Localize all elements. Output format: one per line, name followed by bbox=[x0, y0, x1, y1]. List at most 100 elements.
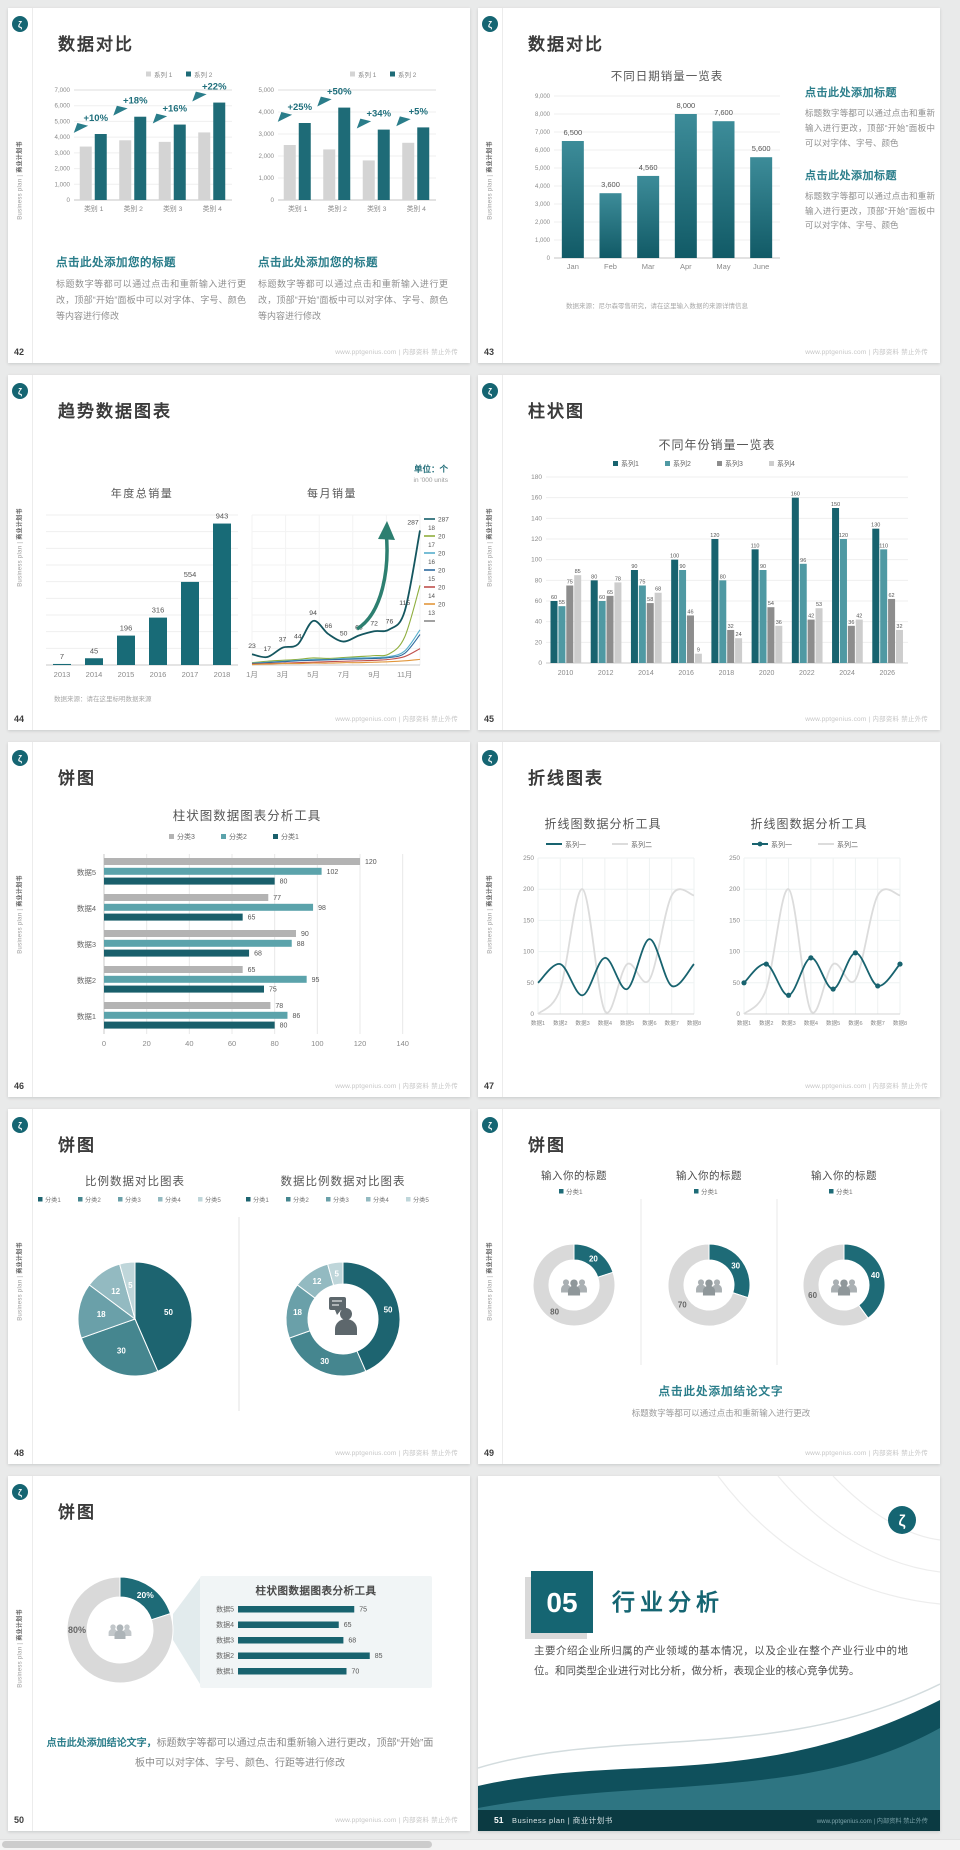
chart-title: 比例数据对比图表 bbox=[85, 1174, 185, 1188]
label: 类别 1 bbox=[84, 204, 103, 213]
label: 数据4 bbox=[598, 1019, 612, 1027]
slide-thumbnail-47[interactable]: ζ Business plan | 商业计划书 47 折线图表 www.pptgeniu… bbox=[478, 742, 940, 1097]
side-vertical-text-cn: 商业计划书 bbox=[487, 141, 494, 173]
value-label: 70 bbox=[352, 1669, 360, 1676]
label: 5,000 bbox=[259, 87, 275, 94]
text-block: 点击此处添加标题 标题数字等都可以通过点击和重新输入进行更改，顶部“开始”面板中可… bbox=[805, 84, 935, 151]
row-label: 数据3 bbox=[77, 939, 96, 949]
bar bbox=[606, 595, 614, 663]
text-block-body: 标题数字等都可以通过点击和重新输入进行更改，顶部“开始”面板中可以对字体、字号、… bbox=[805, 190, 935, 231]
scrollbar-thumb[interactable] bbox=[2, 1841, 432, 1848]
bar bbox=[671, 559, 679, 663]
legend-swatch bbox=[717, 461, 722, 466]
legend-swatch bbox=[169, 834, 174, 839]
legend-label: 系列3 bbox=[725, 459, 743, 468]
legend-marker bbox=[757, 841, 763, 847]
legend-label: 分类2 bbox=[229, 832, 247, 841]
pie-slice bbox=[119, 1261, 136, 1320]
person-icon bbox=[116, 1624, 124, 1632]
end-label-pre: 13 bbox=[428, 610, 435, 617]
value-label: 120 bbox=[839, 533, 848, 539]
bar bbox=[149, 617, 167, 665]
slide-side-gutter: ζ Business plan | 商业计划书 bbox=[8, 1109, 33, 1464]
legend-swatch bbox=[829, 1189, 834, 1194]
value-label: 58 bbox=[647, 597, 653, 603]
slice-label: 40 bbox=[871, 1271, 880, 1280]
label: 4,000 bbox=[535, 184, 551, 190]
callout-shape bbox=[173, 1578, 200, 1684]
label: 6,000 bbox=[55, 103, 71, 110]
series1-line bbox=[743, 951, 901, 997]
brand-logo-circle bbox=[12, 1484, 28, 1500]
value-label: 75 bbox=[639, 580, 645, 586]
label: 40 bbox=[185, 1039, 193, 1048]
label: 7月 bbox=[338, 670, 350, 679]
legend-label: 系列 1 bbox=[154, 70, 173, 79]
person-icon bbox=[124, 1624, 130, 1630]
person-icon bbox=[110, 1624, 116, 1630]
label: 2,000 bbox=[535, 220, 551, 226]
label: 100 bbox=[531, 557, 542, 564]
brand-logo: ζ bbox=[482, 16, 498, 32]
series1-line bbox=[537, 938, 695, 997]
bar-series2 bbox=[94, 134, 107, 200]
slide-thumbnail-49[interactable]: ζ Business plan | 商业计划书 49 饼图 www.pptgenius.… bbox=[478, 1109, 940, 1464]
label: 80 bbox=[535, 577, 543, 584]
person-icon bbox=[713, 1279, 721, 1286]
value-label: 90 bbox=[301, 931, 309, 938]
bar bbox=[238, 1606, 355, 1613]
label: 140 bbox=[396, 1039, 409, 1048]
legend-swatch bbox=[221, 834, 226, 839]
footer-watermark: www.pptgenius.com | 内部资料 禁止外传 bbox=[335, 1450, 458, 1457]
horizontal-scrollbar[interactable] bbox=[0, 1839, 960, 1850]
label: 200 bbox=[523, 886, 534, 893]
row-label: 数据5 bbox=[77, 867, 96, 877]
bar-series2 bbox=[134, 116, 147, 200]
legend-swatch bbox=[246, 1197, 251, 1202]
label: 160 bbox=[531, 495, 542, 502]
slide-thumbnail-50[interactable]: ζ Business plan | 商业计划书 50 饼图 www.pptgenius.… bbox=[8, 1476, 470, 1831]
pie-slice bbox=[342, 1261, 401, 1372]
slice-label: 50 bbox=[384, 1306, 393, 1315]
value-label: 78 bbox=[615, 576, 621, 582]
comparison-bar-chart: 系列 1 系列 2 5,000 4,000 3,000 2,000 1,000 0 +25% 类别… bbox=[259, 70, 436, 213]
trend-charts: 年度总销量72013452014196201531620165542017943… bbox=[46, 486, 449, 679]
bar bbox=[181, 581, 199, 665]
end-label: 20 bbox=[438, 551, 446, 558]
data-marker bbox=[830, 986, 836, 992]
slide-title: 趋势数据图表 bbox=[58, 402, 172, 421]
brand-logo-glyph: ζ bbox=[898, 1513, 905, 1530]
slide-thumbnail-44[interactable]: ζ Business plan | 商业计划书 44 趋势数据图表 www.pptgen… bbox=[8, 375, 470, 730]
label: 类别 4 bbox=[407, 204, 426, 213]
point-label: 37 bbox=[279, 637, 287, 644]
legend-swatch bbox=[38, 1197, 43, 1202]
person-icon bbox=[114, 1630, 126, 1639]
legend-label: 分类3 bbox=[177, 832, 195, 841]
page-number: 50 bbox=[14, 1815, 25, 1825]
label: 数据8 bbox=[893, 1019, 907, 1027]
value-label: 96 bbox=[800, 558, 806, 564]
slide-thumbnail-46[interactable]: ζ Business plan | 商业计划书 46 饼图 www.pptgenius.… bbox=[8, 742, 470, 1097]
chart-title: 折线图数据分析工具 bbox=[750, 816, 867, 831]
bar bbox=[807, 619, 815, 663]
slide-thumbnail-51[interactable]: 05 行业分析 51 Business plan | 商业计划书 www.pptgeni… bbox=[478, 1476, 940, 1831]
brand-logo-circle bbox=[482, 750, 498, 766]
label: 1,000 bbox=[535, 238, 551, 244]
side-vertical-text-cn: 商业计划书 bbox=[17, 875, 24, 907]
trend-arrow-head bbox=[378, 521, 395, 540]
slide-thumbnail-43[interactable]: ζ Business plan | 商业计划书 43 数据对比 www.pptgeniu… bbox=[478, 8, 940, 363]
bar bbox=[104, 966, 243, 973]
slide-thumbnail-48[interactable]: ζ Business plan | 商业计划书 48 饼图 www.pptgenius.… bbox=[8, 1109, 470, 1464]
slide-thumbnail-45[interactable]: ζ Business plan | 商业计划书 45 柱状图 www.pptgenius… bbox=[478, 375, 940, 730]
slide-thumbnail-42[interactable]: ζ Business plan | 商业计划书 42 数据对比 www.pptgeniu… bbox=[8, 8, 470, 363]
bar bbox=[104, 867, 322, 875]
value-label: 78 bbox=[275, 1003, 283, 1010]
legend-label: 系列二 bbox=[837, 840, 858, 849]
slide-title: 饼图 bbox=[58, 769, 96, 788]
side-vertical-text: Business plan | 商业计划书 bbox=[17, 875, 24, 954]
pie-slice bbox=[77, 1284, 137, 1339]
brand-logo-glyph: ζ bbox=[18, 1120, 22, 1130]
label: 2015 bbox=[118, 670, 135, 679]
slice-label: 5 bbox=[335, 1269, 340, 1278]
